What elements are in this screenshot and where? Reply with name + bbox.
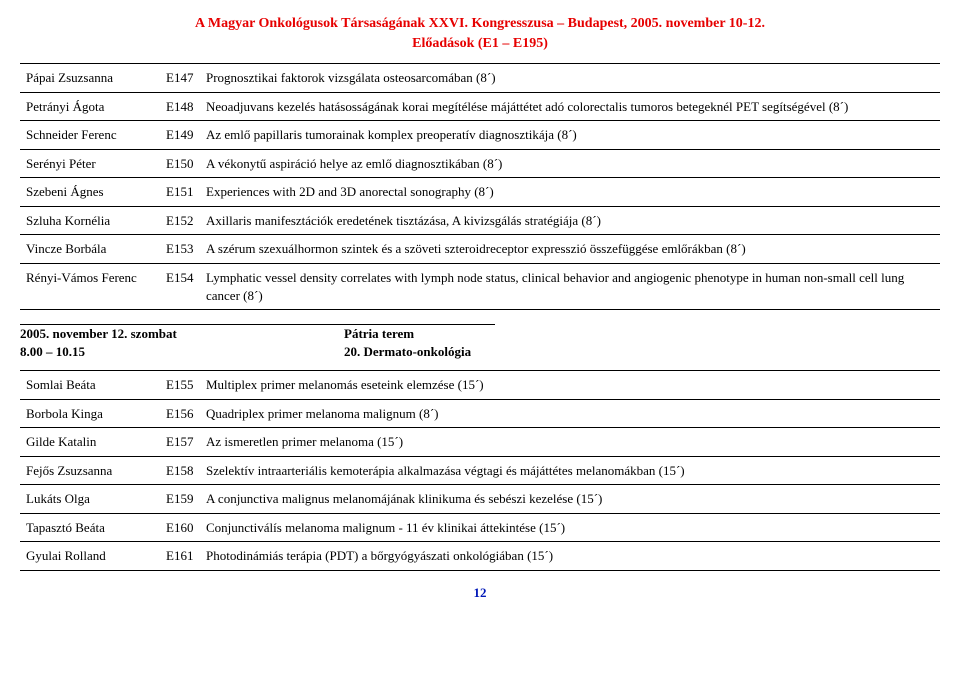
speaker-name: Serényi Péter [20,149,160,178]
session-topic: 20. Dermato-onkológia [344,343,495,361]
talk-title: Axillaris manifesztációk eredetének tisz… [200,206,940,235]
speaker-name: Pápai Zsuzsanna [20,64,160,93]
table-row: Gyulai RollandE161Photodinámiás terápia … [20,542,940,571]
header-line-1: A Magyar Onkológusok Társaságának XXVI. … [20,14,940,34]
speaker-name: Lukáts Olga [20,485,160,514]
table-row: Szebeni ÁgnesE151Experiences with 2D and… [20,178,940,207]
talk-code: E153 [160,235,200,264]
talk-title: Experiences with 2D and 3D anorectal son… [200,178,940,207]
page-number: 12 [20,585,940,601]
session-date: 2005. november 12. szombat [20,325,344,343]
table-row: Lukáts OlgaE159A conjunctiva malignus me… [20,485,940,514]
table-row: Pápai ZsuzsannaE147Prognosztikai faktoro… [20,64,940,93]
table-row: Schneider FerencE149Az emlő papillaris t… [20,121,940,150]
speaker-name: Somlai Beáta [20,371,160,400]
talk-code: E157 [160,428,200,457]
table-row: Tapasztó BeátaE160Conjunctiválís melanom… [20,513,940,542]
speaker-name: Gyulai Rolland [20,542,160,571]
table-row: Serényi PéterE150A vékonytű aspiráció he… [20,149,940,178]
talk-title: Szelektív intraarteriális kemoterápia al… [200,456,940,485]
speaker-name: Rényi-Vámos Ferenc [20,264,160,310]
talk-code: E155 [160,371,200,400]
talks-table-2: Somlai BeátaE155Multiplex primer melanom… [20,370,940,571]
talk-title: Az ismeretlen primer melanoma (15´) [200,428,940,457]
speaker-name: Gilde Katalin [20,428,160,457]
talk-title: Neoadjuvans kezelés hatásosságának korai… [200,92,940,121]
session-block: 2005. november 12. szombat Pátria terem … [20,324,940,360]
talk-code: E158 [160,456,200,485]
talk-code: E152 [160,206,200,235]
talk-code: E147 [160,64,200,93]
page-header: A Magyar Onkológusok Társaságának XXVI. … [20,14,940,53]
talk-title: A szérum szexuálhormon szintek és a szöv… [200,235,940,264]
talk-code: E161 [160,542,200,571]
speaker-name: Szluha Kornélia [20,206,160,235]
table-row: Rényi-Vámos FerencE154Lymphatic vessel d… [20,264,940,310]
table-row: Petrányi ÁgotaE148Neoadjuvans kezelés ha… [20,92,940,121]
speaker-name: Borbola Kinga [20,399,160,428]
speaker-name: Szebeni Ágnes [20,178,160,207]
talk-title: Multiplex primer melanomás eseteink elem… [200,371,940,400]
talk-code: E156 [160,399,200,428]
talk-title: A conjunctiva malignus melanomájának kli… [200,485,940,514]
talk-title: Quadriplex primer melanoma malignum (8´) [200,399,940,428]
talk-title: Az emlő papillaris tumorainak komplex pr… [200,121,940,150]
table-row: Somlai BeátaE155Multiplex primer melanom… [20,371,940,400]
speaker-name: Tapasztó Beáta [20,513,160,542]
speaker-name: Vincze Borbála [20,235,160,264]
talk-code: E149 [160,121,200,150]
talk-title: Prognosztikai faktorok vizsgálata osteos… [200,64,940,93]
talk-code: E148 [160,92,200,121]
speaker-name: Fejős Zsuzsanna [20,456,160,485]
talk-title: Conjunctiválís melanoma malignum - 11 év… [200,513,940,542]
session-room: Pátria terem [344,325,495,343]
talk-title: Lymphatic vessel density correlates with… [200,264,940,310]
speaker-name: Schneider Ferenc [20,121,160,150]
talk-title: A vékonytű aspiráció helye az emlő diagn… [200,149,940,178]
session-time: 8.00 – 10.15 [20,343,344,361]
header-line-2: Előadások (E1 – E195) [20,34,940,54]
talk-code: E159 [160,485,200,514]
talk-code: E160 [160,513,200,542]
talk-code: E150 [160,149,200,178]
talk-code: E151 [160,178,200,207]
table-row: Borbola KingaE156Quadriplex primer melan… [20,399,940,428]
talk-code: E154 [160,264,200,310]
table-row: Fejős ZsuzsannaE158Szelektív intraarteri… [20,456,940,485]
table-row: Gilde KatalinE157Az ismeretlen primer me… [20,428,940,457]
table-row: Szluha KornéliaE152Axillaris manifesztác… [20,206,940,235]
talks-table-1: Pápai ZsuzsannaE147Prognosztikai faktoro… [20,63,940,310]
table-row: Vincze BorbálaE153A szérum szexuálhormon… [20,235,940,264]
speaker-name: Petrányi Ágota [20,92,160,121]
talk-title: Photodinámiás terápia (PDT) a bőrgyógyás… [200,542,940,571]
